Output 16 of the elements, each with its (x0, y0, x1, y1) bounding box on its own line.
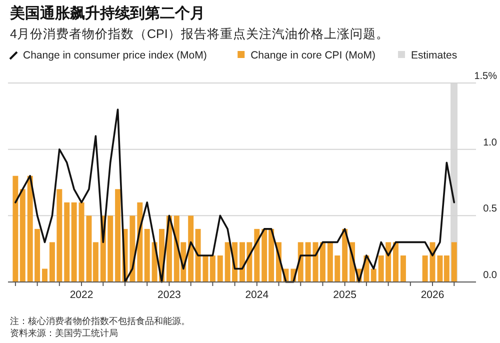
x-tick-label: 2022 (70, 289, 94, 301)
legend-label: Change in consumer price index (MoM) (23, 50, 207, 62)
x-tick-label: 2026 (420, 289, 444, 301)
y-tick-label: 1.0 (483, 137, 498, 148)
x-tick-label: 2024 (245, 289, 269, 301)
legend-label: Estimates (411, 50, 458, 62)
x-tick-label: 2023 (158, 289, 182, 301)
y-tick-label: 0.0 (483, 270, 498, 281)
chart-subtitle: 4月份消费者物价指数（CPI）报告将重点关注汽油价格上涨问题。 (10, 27, 389, 41)
legend-label: Change in core CPI (MoM) (250, 50, 376, 62)
x-tick-label: 2025 (333, 289, 357, 301)
y-tick-label: 0.5 (483, 204, 498, 215)
chart-title: 美国通胀飙升持续到第二个月 (9, 4, 205, 22)
text: 注：核心消费者物价指数不包括食品和能源。 (10, 316, 190, 326)
text: 资料来源：美国劳工统计局 (10, 328, 118, 338)
y-tick-label: 1.5% (474, 71, 498, 82)
